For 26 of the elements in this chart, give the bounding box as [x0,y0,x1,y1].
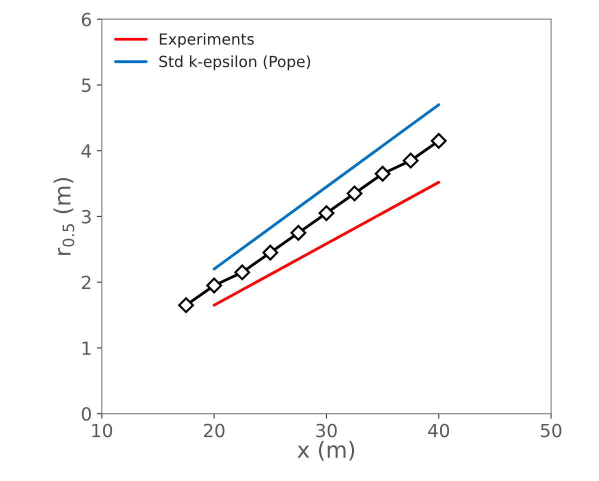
point [402,152,419,168]
y-tick-label: 0 [82,407,91,421]
x-tick-label: 20 [204,424,224,438]
y-tick-label: 2 [82,276,90,290]
point [290,224,306,241]
y-tick-label: 1 [82,342,90,355]
point [318,205,334,222]
point [374,166,391,182]
x-tick-label: 50 [540,424,562,438]
y-tick-label: 4 [82,144,92,158]
y-tick-label: 5 [82,78,91,92]
x-axis-title: x (m) [297,440,354,461]
y-tick-label: 6 [82,12,91,26]
legend-label: Experiments [160,32,254,48]
point [262,244,278,261]
x-tick-label: 10 [92,424,112,438]
point [178,297,194,314]
y-axis-title: r$_{0.5}$ (m) [54,178,74,255]
point [234,264,250,280]
point [206,278,222,294]
point [430,132,447,149]
legend-label: Std k-epsilon (Pope) [159,55,310,70]
x-tick-label: 40 [428,424,450,438]
point [346,186,362,202]
y-tick-label: 3 [82,210,91,224]
x-tick-label: 30 [316,424,337,438]
